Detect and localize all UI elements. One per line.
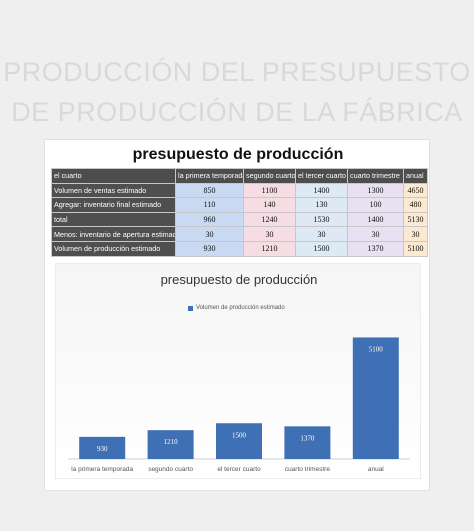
table-cell[interactable]: 30 (243, 226, 296, 242)
table-title: presupuesto de producción (132, 146, 344, 163)
table-cell[interactable]: 930 (175, 240, 244, 257)
spreadsheet-card: presupuesto de producción el cuarto la p… (44, 139, 430, 491)
table-cell[interactable]: 130 (295, 197, 348, 213)
chart-title: presupuesto de producción (160, 272, 318, 287)
table-cell[interactable]: 30 (403, 226, 428, 242)
table-cell[interactable]: 1100 (243, 182, 296, 199)
x-tick-label: anual (368, 466, 384, 473)
table-cell[interactable]: 1240 (243, 211, 296, 228)
page-title: PRODUCCIÓN DEL PRESUPUESTO DE PRODUCCIÓN… (0, 52, 474, 132)
chart-bar[interactable] (216, 423, 262, 459)
x-tick-label: la primera temporada (71, 466, 133, 473)
table-cell[interactable]: 1530 (295, 211, 348, 228)
header-cell[interactable]: el cuarto (51, 168, 176, 184)
table-cell[interactable]: 5130 (403, 211, 428, 228)
page-title-line-2: DE PRODUCCIÓN DE LA FÁBRICA (11, 97, 463, 127)
bar-chart: 930 la primera temporada 1210 segundo cuart… (68, 337, 410, 473)
data-label: 1500 (232, 431, 247, 439)
chart-bar[interactable] (147, 430, 194, 459)
header-cell[interactable]: anual (403, 168, 428, 184)
table-row: Volumen de producción estimado 930 1210 … (51, 240, 428, 257)
table-cell[interactable]: 1210 (243, 240, 296, 257)
row-label[interactable]: Menos: inventario de apertura estimado (51, 226, 176, 242)
table-cell[interactable]: 100 (347, 197, 404, 213)
chart-legend: Volumen de producción estimado (188, 305, 285, 311)
row-label[interactable]: total (51, 211, 176, 228)
table-cell[interactable]: 110 (175, 197, 244, 213)
budget-table: el cuarto la primera temporada segundo c… (51, 168, 428, 257)
data-label: 5100 (369, 345, 384, 353)
table-cell[interactable]: 850 (175, 182, 244, 199)
header-cell[interactable]: la primera temporada (175, 168, 244, 184)
table-cell[interactable]: 1400 (347, 211, 404, 228)
table-row: total 960 1240 1530 1400 5130 (51, 211, 428, 228)
chart-bar[interactable] (352, 337, 399, 459)
table-cell[interactable]: 30 (347, 226, 404, 242)
x-tick-label: el tercer cuarto (217, 466, 261, 473)
data-label: 1370 (300, 434, 315, 442)
x-tick-label: cuarto trimestre (285, 466, 331, 473)
table-cell[interactable]: 480 (403, 197, 428, 213)
table-cell[interactable]: 1400 (295, 182, 348, 199)
page-title-line-1: PRODUCCIÓN DEL PRESUPUESTO (3, 57, 471, 87)
table-cell[interactable]: 5100 (403, 240, 428, 257)
table-cell[interactable]: 4650 (403, 182, 428, 199)
row-label[interactable]: Volumen de ventas estimado (51, 182, 176, 199)
header-cell[interactable]: cuarto trimestre (347, 168, 404, 184)
table-cell[interactable]: 140 (243, 197, 296, 213)
header-cell[interactable]: segundo cuarto (243, 168, 296, 184)
chart-panel[interactable]: presupuesto de producción Volumen de pro… (55, 263, 421, 479)
table-cell[interactable]: 960 (175, 211, 244, 228)
x-tick-label: segundo cuarto (148, 466, 193, 473)
table-cell[interactable]: 30 (295, 226, 348, 242)
legend-swatch (188, 305, 193, 311)
table-row: Agregar: inventario final estimado 110 1… (51, 197, 428, 213)
data-label: 1210 (164, 438, 179, 446)
row-label[interactable]: Volumen de producción estimado (51, 240, 176, 257)
table-cell[interactable]: 1500 (295, 240, 348, 257)
chart-bar[interactable] (284, 426, 331, 459)
table-cell[interactable]: 1370 (347, 240, 404, 257)
table-row: Menos: inventario de apertura estimado 3… (51, 226, 428, 242)
table-row: Volumen de ventas estimado 850 1100 1400… (51, 182, 428, 199)
legend-label: Volumen de producción estimado (196, 305, 285, 311)
data-label: 930 (97, 445, 108, 453)
table-cell[interactable]: 30 (175, 226, 244, 242)
chart-bar[interactable] (79, 436, 126, 459)
table-header-row: el cuarto la primera temporada segundo c… (51, 168, 428, 184)
header-cell[interactable]: el tercer cuarto (295, 168, 348, 184)
row-label[interactable]: Agregar: inventario final estimado (51, 197, 176, 213)
table-cell[interactable]: 1300 (347, 182, 404, 199)
